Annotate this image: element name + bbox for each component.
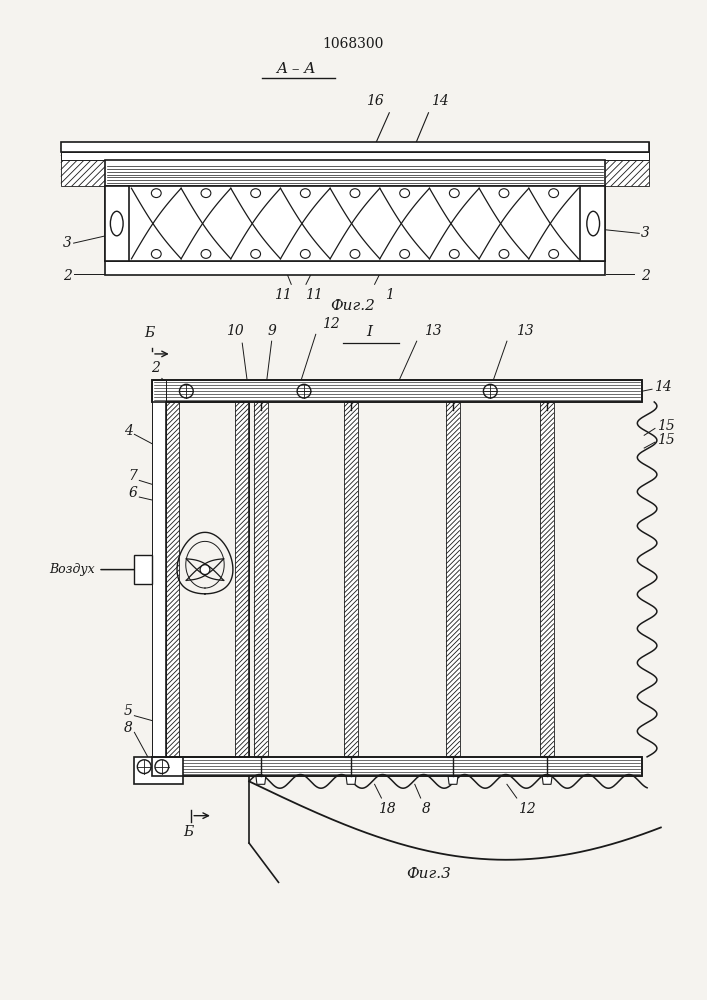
Text: Фиг.2: Фиг.2: [331, 299, 375, 313]
Bar: [152, 757, 642, 776]
Bar: [254, 402, 268, 757]
Bar: [580, 186, 605, 261]
Bar: [540, 402, 554, 757]
Text: 13: 13: [424, 324, 443, 338]
Text: 10: 10: [226, 324, 244, 338]
Text: Воздух: Воздух: [49, 563, 95, 576]
Text: 16: 16: [366, 94, 383, 108]
Text: 13: 13: [515, 324, 534, 338]
Text: 2: 2: [151, 361, 160, 375]
Bar: [152, 380, 165, 776]
Text: 1068300: 1068300: [322, 37, 384, 51]
Bar: [165, 402, 180, 757]
Text: 5: 5: [124, 704, 132, 718]
Bar: [105, 160, 605, 186]
Circle shape: [200, 565, 210, 575]
Text: 12: 12: [322, 317, 339, 331]
Bar: [532, 142, 649, 186]
Text: 14: 14: [431, 94, 449, 108]
Bar: [446, 402, 460, 757]
Text: 14: 14: [654, 380, 672, 394]
Text: Фиг.3: Фиг.3: [406, 867, 451, 881]
Polygon shape: [346, 776, 356, 784]
Bar: [152, 380, 642, 402]
Bar: [165, 402, 249, 757]
Polygon shape: [542, 776, 552, 784]
Text: 7: 7: [129, 469, 137, 483]
Text: 9: 9: [267, 324, 276, 338]
Text: 15: 15: [657, 419, 674, 433]
Bar: [61, 142, 178, 186]
Text: 11: 11: [305, 288, 322, 302]
Bar: [344, 402, 358, 757]
Text: 11: 11: [274, 288, 292, 302]
Text: 4: 4: [124, 424, 132, 438]
Text: 15: 15: [657, 433, 674, 447]
Text: Б: Б: [183, 825, 194, 839]
Text: 2: 2: [63, 269, 71, 283]
Text: Б: Б: [144, 326, 154, 340]
Text: 8: 8: [422, 802, 431, 816]
Text: 8: 8: [124, 721, 132, 735]
Bar: [134, 757, 183, 784]
Bar: [105, 186, 605, 261]
Text: 18: 18: [378, 802, 396, 816]
Bar: [61, 152, 649, 160]
Polygon shape: [448, 776, 458, 784]
Bar: [134, 555, 152, 584]
Bar: [105, 261, 605, 275]
Bar: [152, 380, 642, 402]
Bar: [152, 757, 642, 776]
Bar: [235, 402, 249, 757]
Text: 1: 1: [385, 288, 394, 302]
Text: 3: 3: [63, 236, 71, 250]
Bar: [61, 142, 649, 152]
Text: A – A: A – A: [276, 62, 316, 76]
Text: 6: 6: [129, 486, 137, 500]
Polygon shape: [256, 776, 266, 784]
Text: 12: 12: [518, 802, 535, 816]
Text: 3: 3: [641, 226, 650, 240]
Bar: [105, 186, 129, 261]
Text: I: I: [367, 325, 373, 339]
Text: 2: 2: [641, 269, 650, 283]
